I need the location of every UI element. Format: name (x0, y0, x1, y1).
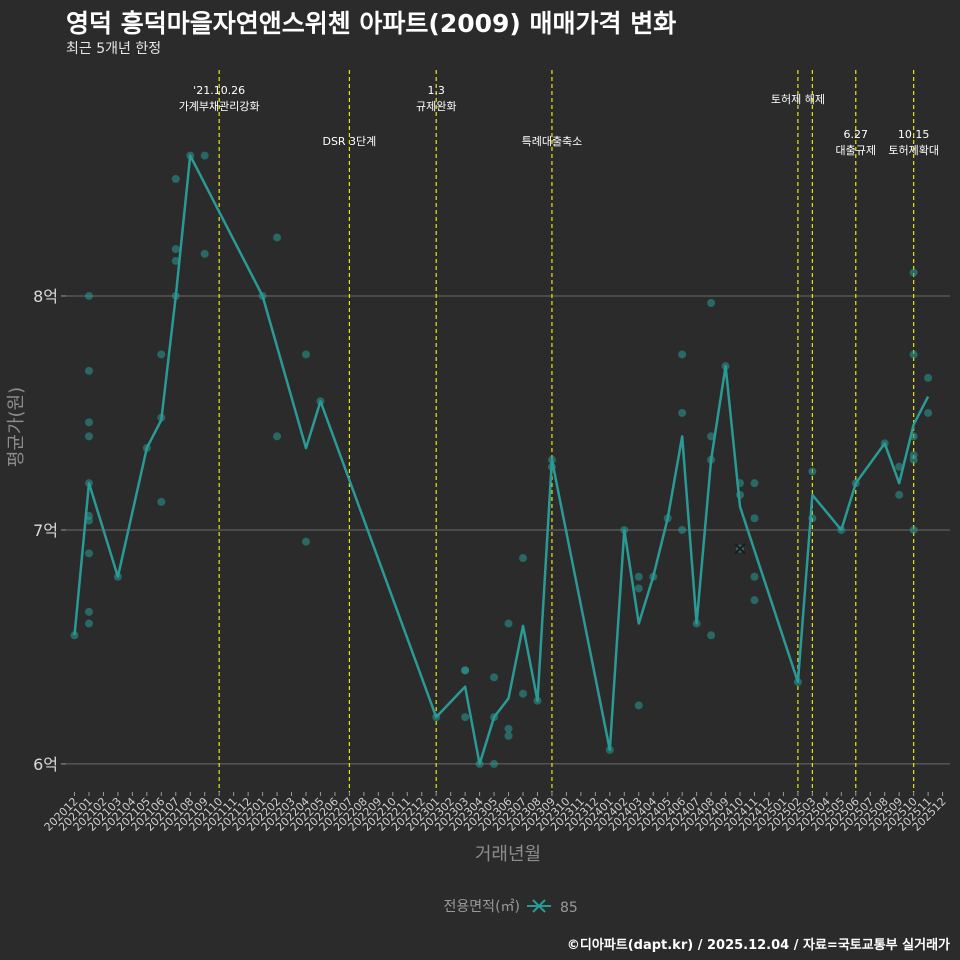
transaction-points (70, 151, 933, 768)
data-point (519, 689, 528, 698)
data-point (84, 607, 93, 616)
event-label: 가계부채관리강화 (179, 100, 260, 113)
y-tick-label: 7억 (33, 521, 58, 540)
legend-title: 전용면적(㎡) (444, 899, 520, 915)
data-point (490, 673, 499, 682)
data-point (504, 731, 513, 740)
data-point (909, 350, 918, 359)
event-label: '21.10.26 (193, 84, 245, 97)
data-point (895, 462, 904, 471)
source-caption: ©디아파트(dapt.kr) / 2025.12.04 / 자료=국토교통부 실… (566, 938, 950, 953)
event-label: 특례대출축소 (522, 135, 583, 148)
data-point (200, 249, 209, 258)
data-point (750, 572, 759, 581)
data-point (84, 619, 93, 628)
event-label: 1.3 (427, 84, 445, 97)
data-point (273, 432, 282, 441)
data-point (808, 467, 817, 476)
data-point (750, 479, 759, 488)
legend-key-icon (532, 899, 546, 913)
data-point (707, 432, 716, 441)
x-axis-title: 거래년월 (475, 844, 541, 865)
data-point (750, 596, 759, 605)
y-axis-title: 평균가(원) (6, 387, 27, 467)
data-point (490, 759, 499, 768)
event-label: 10.15 (898, 128, 930, 141)
data-point (924, 373, 933, 382)
event-label: 규제완화 (416, 100, 456, 113)
data-point (301, 350, 310, 359)
chart-title: 영덕 흥덕마을자연앤스위첸 아파트(2009) 매매가격 변화 (66, 9, 677, 38)
data-point (519, 554, 528, 563)
y-tick-label: 8억 (33, 287, 58, 306)
chart-subtitle: 최근 5개년 한정 (66, 41, 162, 57)
data-point (678, 350, 687, 359)
data-point (678, 525, 687, 534)
gridlines (66, 295, 950, 765)
data-point (84, 366, 93, 375)
data-point (634, 584, 643, 593)
average-price-line (73, 154, 930, 766)
legend-item-label: 85 (560, 900, 578, 916)
event-label: 토허제확대 (888, 144, 939, 157)
event-label: 대출규제 (836, 144, 876, 157)
data-point (678, 408, 687, 417)
data-point (157, 350, 166, 359)
highlight-marker (734, 542, 746, 555)
data-point (157, 497, 166, 506)
data-point (84, 549, 93, 558)
data-point (461, 713, 470, 722)
data-point (504, 619, 513, 628)
data-point (171, 245, 180, 254)
data-point (707, 298, 716, 307)
data-point (171, 256, 180, 265)
data-point (171, 174, 180, 183)
data-point (301, 537, 310, 546)
data-point (84, 418, 93, 427)
data-point (461, 666, 470, 675)
event-label: 6.27 (844, 128, 869, 141)
data-point (924, 408, 933, 417)
data-point (909, 455, 918, 464)
data-point (909, 525, 918, 534)
event-label: 토허제 해제 (771, 92, 825, 106)
data-point (634, 701, 643, 710)
data-point (634, 572, 643, 581)
data-point (84, 291, 93, 300)
legend: 전용면적(㎡) 85 (444, 899, 578, 916)
data-point (273, 233, 282, 242)
data-point (909, 268, 918, 277)
data-point (895, 490, 904, 499)
data-point (70, 631, 79, 640)
axes: 6억7억8억평균가(원)2020122021012021022021032021… (6, 287, 949, 865)
data-point (707, 631, 716, 640)
data-point (84, 516, 93, 525)
data-point (750, 514, 759, 523)
data-point (504, 724, 513, 733)
series-line (73, 154, 930, 766)
y-tick-label: 6억 (33, 755, 58, 774)
data-point (200, 151, 209, 160)
data-point (84, 432, 93, 441)
event-label: DSR 3단계 (322, 135, 376, 148)
